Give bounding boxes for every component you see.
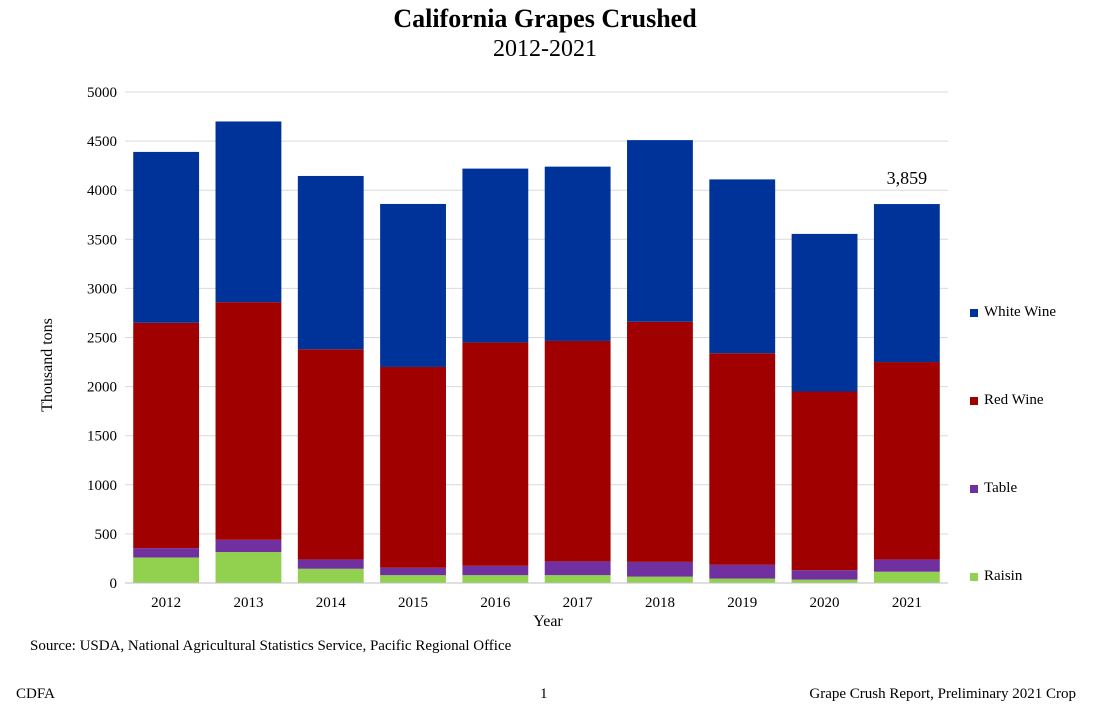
bar-white-wine-2013 xyxy=(215,121,282,303)
bar-red-wine-2012 xyxy=(133,322,200,549)
x-tick-label: 2021 xyxy=(892,595,922,611)
y-tick-label: 3500 xyxy=(87,232,117,248)
bar-raisin-2017 xyxy=(544,575,611,583)
bar-table-2015 xyxy=(380,567,446,576)
legend-label: Raisin xyxy=(984,568,1023,584)
x-axis-label: Year xyxy=(533,613,563,630)
bar-table-2012 xyxy=(133,548,200,558)
y-tick-label: 1500 xyxy=(87,429,117,445)
annotations: 3,859 xyxy=(887,168,928,188)
bar-white-wine-2015 xyxy=(380,203,446,367)
bar-raisin-2012 xyxy=(133,557,200,583)
bar-raisin-2014 xyxy=(297,568,364,583)
bar-table-2014 xyxy=(297,559,364,569)
x-tick-label: 2013 xyxy=(233,595,263,611)
data-label-total: 3,859 xyxy=(887,168,928,188)
legend-label: Red Wine xyxy=(984,392,1044,408)
footer-left: CDFA xyxy=(16,686,55,702)
bar-white-wine-2018 xyxy=(627,140,693,322)
bar-white-wine-2020 xyxy=(791,233,858,392)
legend-swatch xyxy=(970,572,978,581)
legend-swatch xyxy=(970,484,978,493)
x-tick-label: 2016 xyxy=(480,595,511,611)
x-tick-label: 2017 xyxy=(563,595,594,611)
legend-item-raisin: Raisin xyxy=(970,568,1022,585)
y-axis-ticks: 0 500 1000 1500 2000 2500 3000 3500 4000 4500 5000 xyxy=(87,85,117,592)
bars xyxy=(133,121,940,583)
legend-item-red-wine: Red Wine xyxy=(970,392,1044,409)
bar-raisin-2018 xyxy=(627,576,693,583)
bar-white-wine-2012 xyxy=(133,151,200,323)
bar-white-wine-2014 xyxy=(297,175,364,350)
x-tick-label: 2012 xyxy=(151,595,181,611)
bar-raisin-2021 xyxy=(873,571,940,583)
bar-white-wine-2016 xyxy=(462,168,529,343)
legend-label: White Wine xyxy=(984,304,1057,320)
bar-red-wine-2015 xyxy=(380,366,446,568)
bar-table-2019 xyxy=(709,564,776,579)
legend-swatch xyxy=(970,396,978,405)
legend-item-table: Table xyxy=(970,480,1017,497)
y-tick-label: 2000 xyxy=(87,380,117,396)
y-tick-label: 4500 xyxy=(87,134,117,150)
chart-title: California Grapes Crushed xyxy=(393,4,697,33)
bar-red-wine-2016 xyxy=(462,342,529,566)
source-note: Source: USDA, National Agricultural Stat… xyxy=(30,638,512,654)
legend-item-white-wine: White Wine xyxy=(970,304,1056,321)
y-tick-label: 3000 xyxy=(87,281,117,297)
bar-red-wine-2017 xyxy=(544,340,611,562)
bar-white-wine-2019 xyxy=(709,179,776,354)
y-tick-label: 1000 xyxy=(87,478,117,494)
bar-white-wine-2021 xyxy=(873,204,940,363)
bar-raisin-2015 xyxy=(380,575,446,583)
x-tick-label: 2015 xyxy=(398,595,428,611)
legend-swatch xyxy=(970,308,978,317)
page-number: 1 xyxy=(540,686,548,702)
y-tick-label: 5000 xyxy=(87,85,117,101)
bar-table-2013 xyxy=(215,539,282,553)
x-tick-label: 2018 xyxy=(645,595,675,611)
x-tick-label: 2019 xyxy=(727,595,757,611)
y-tick-label: 4000 xyxy=(87,183,117,199)
bar-red-wine-2013 xyxy=(215,302,282,540)
chart-subtitle: 2012-2021 xyxy=(493,36,597,62)
bar-red-wine-2020 xyxy=(791,391,858,571)
y-tick-label: 500 xyxy=(95,527,118,543)
y-tick-label: 2500 xyxy=(87,331,117,347)
bar-red-wine-2018 xyxy=(627,321,693,562)
bar-raisin-2013 xyxy=(215,552,282,583)
bar-table-2018 xyxy=(627,561,693,577)
x-tick-label: 2020 xyxy=(810,595,840,611)
bar-raisin-2020 xyxy=(791,579,858,583)
bar-table-2016 xyxy=(462,565,529,576)
legend-label: Table xyxy=(984,480,1018,496)
y-tick-label: 0 xyxy=(110,576,118,592)
bar-white-wine-2017 xyxy=(544,166,611,341)
bar-raisin-2016 xyxy=(462,575,529,583)
x-tick-label: 2014 xyxy=(316,595,347,611)
bar-table-2020 xyxy=(791,570,858,580)
bar-raisin-2019 xyxy=(709,578,776,583)
x-axis-ticks: 2012 2013 2014 2015 2016 2017 2018 2019 2020 2021 xyxy=(151,595,922,611)
bar-red-wine-2014 xyxy=(297,349,364,560)
footer-right: Grape Crush Report, Preliminary 2021 Cro… xyxy=(809,686,1076,702)
bar-table-2021 xyxy=(873,559,940,572)
bar-red-wine-2019 xyxy=(709,353,776,565)
bar-red-wine-2021 xyxy=(873,362,940,560)
y-axis-label: Thousand tons xyxy=(39,318,56,412)
bar-table-2017 xyxy=(544,561,611,576)
